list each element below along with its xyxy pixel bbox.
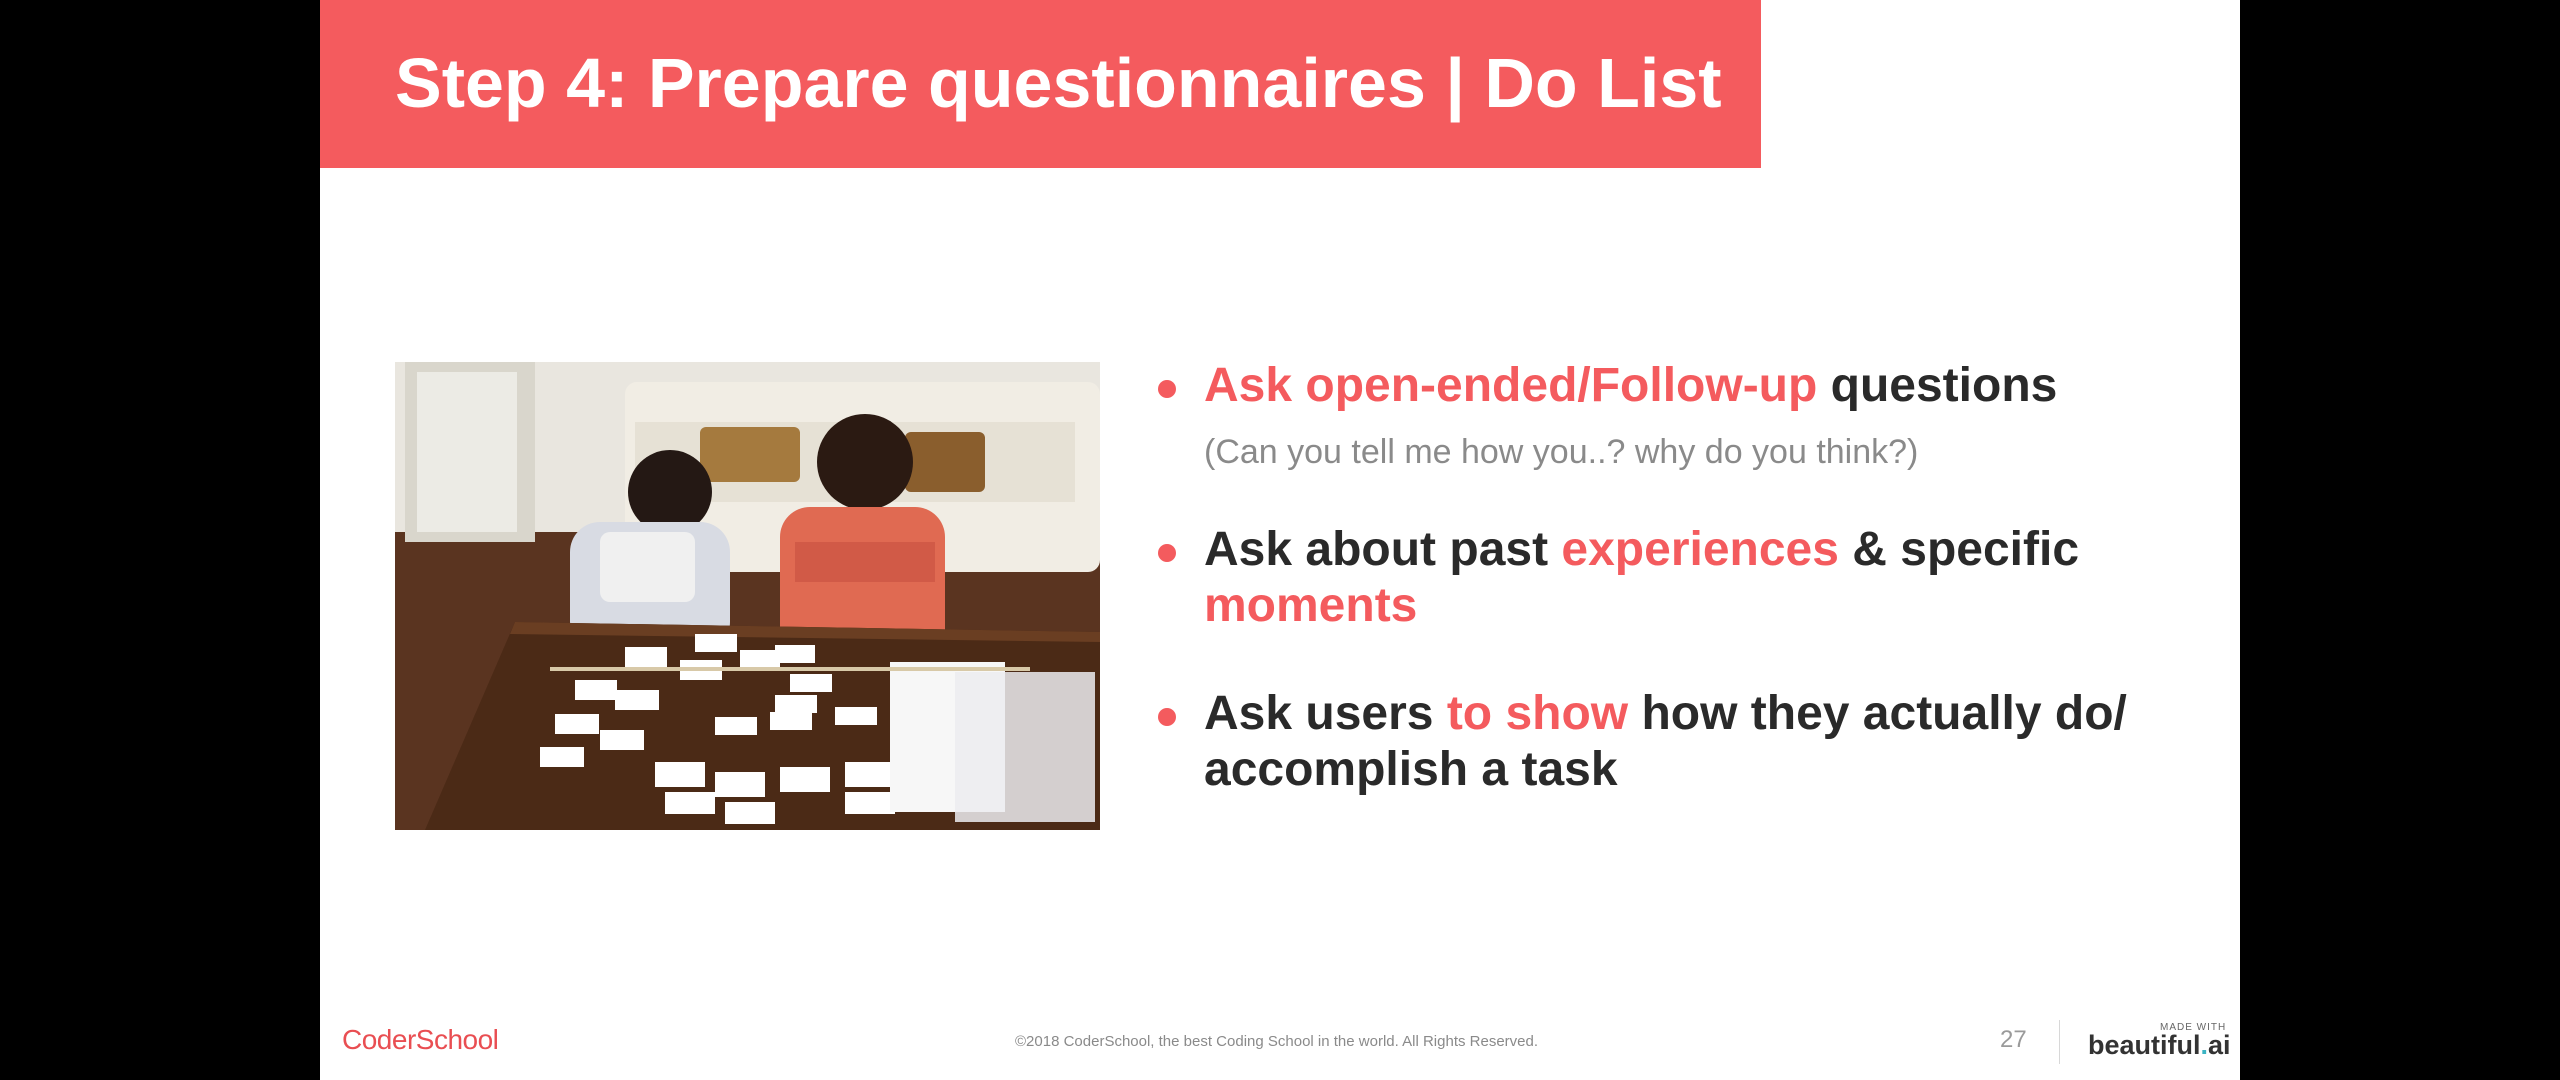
bullet-highlight: experiences [1561,523,1839,576]
made-with-label: MADE WITH [2160,1022,2227,1033]
bullet-highlight: Ask open-ended/Follow-up [1204,359,1818,412]
bullet-normal: questions [1817,359,2058,412]
bullet-normal: Ask about past [1204,523,1562,576]
brand-dot: . [2200,1030,2209,1060]
bullet-item: Ask about past experiences & specific mo… [1158,522,2158,634]
slide-title: Step 4: Prepare questionnaires | Do List [395,44,1722,122]
footer-divider [2059,1020,2060,1064]
brand-main: beautiful [2088,1030,2201,1060]
photo-card-sorting [395,362,1100,830]
bullet-item: Ask users to show how they actually do/ … [1158,686,2158,798]
page-number: 27 [2000,1026,2027,1053]
bullet-highlight: moments [1204,579,1418,632]
bullet-item: Ask open-ended/Follow-up questions (Can … [1158,358,2158,472]
bullet-dot-icon [1158,708,1176,726]
bullet-dot-icon [1158,544,1176,562]
slide: Step 4: Prepare questionnaires | Do List [320,0,2240,1080]
bullet-highlight: to show [1446,687,1629,740]
footer-copyright: ©2018 CoderSchool, the best Coding Schoo… [1015,1033,1539,1050]
brand-ai: ai [2208,1030,2231,1060]
bullet-normal: Ask users [1204,687,1447,740]
bullet-normal: & specific [1838,523,2080,576]
bullet-normal: how they actually do/ accomplish a task [1204,687,2127,796]
beautiful-ai-logo[interactable]: beautiful.ai [2088,1030,2231,1061]
bullet-text: Ask users to show how they actually do/ … [1204,686,2158,798]
coderschool-logo: CoderSchool [342,1024,499,1055]
bullet-text: Ask open-ended/Follow-up questions [1204,358,2158,414]
bullet-list: Ask open-ended/Follow-up questions (Can … [1158,358,2158,798]
bullet-text: Ask about past experiences & specific mo… [1204,522,2158,634]
title-bar: Step 4: Prepare questionnaires | Do List [320,0,1761,168]
bullet-subtext: (Can you tell me how you..? why do you t… [1204,433,1919,471]
photo-illustration [395,362,1100,830]
bullet-dot-icon [1158,380,1176,398]
